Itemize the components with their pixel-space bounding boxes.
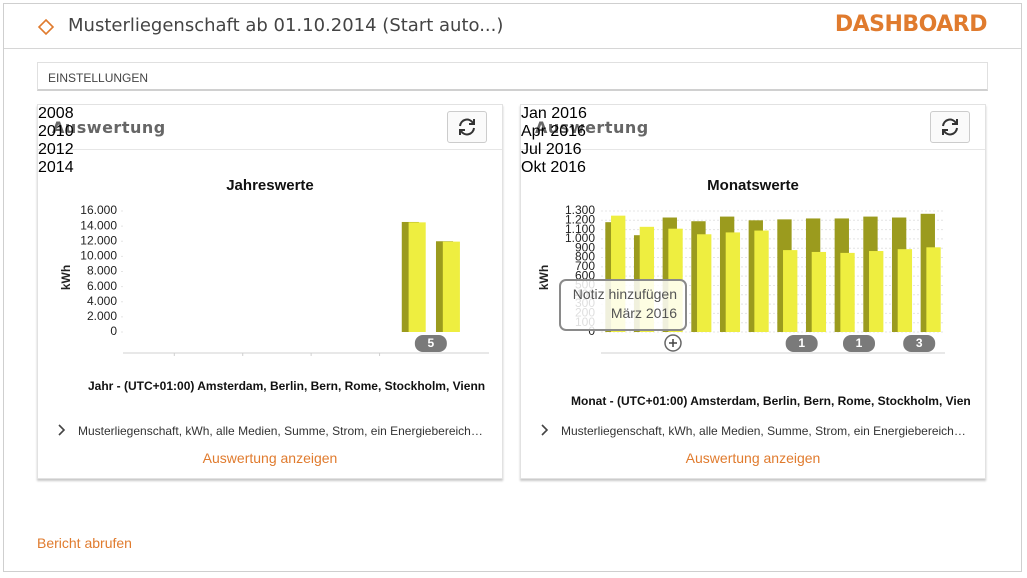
bar	[869, 251, 884, 332]
widget-title: Auswertung	[52, 118, 166, 137]
bar	[725, 232, 741, 332]
y-axis-title: kWh	[59, 265, 73, 290]
x-tick-label: Okt 2016	[521, 159, 586, 176]
header: Musterliegenschaft ab 01.10.2014 (Start …	[4, 4, 1021, 49]
show-link[interactable]: Auswertung anzeigen	[202, 450, 338, 466]
y-tick-label: 0	[588, 324, 595, 338]
widget: Auswertung kWh 0 2.000 4.000 6.000 8.000 10.00…	[37, 104, 503, 479]
tooltip-title: Notiz hinzufügen	[572, 286, 677, 302]
y-tick-label: 10.000	[80, 249, 117, 263]
bar	[783, 250, 798, 332]
diamond-icon	[37, 18, 55, 36]
widget-description: Musterliegenschaft, kWh, alle Medien, Su…	[78, 424, 483, 438]
note-badge-label: 1	[798, 336, 805, 350]
x-tick-label: Apr 2016	[521, 123, 586, 140]
y-tick-label: 700	[575, 259, 595, 273]
x-tick-label: 2010	[38, 123, 74, 140]
refresh-button[interactable]	[447, 111, 487, 143]
y-tick-label: 1.300	[565, 203, 595, 217]
x-tick-label: 2008	[38, 105, 74, 122]
bar	[697, 234, 712, 332]
y-tick-label: 1.100	[565, 222, 595, 236]
widget-title: Auswertung	[535, 118, 649, 137]
bar	[408, 222, 426, 332]
widget-header	[38, 105, 502, 150]
chart: kWh01002003004005006007008009001.0001.10…	[521, 105, 985, 415]
note-badge	[785, 335, 818, 352]
y-tick-label: 16.000	[80, 203, 117, 217]
note-badge-label: 1	[856, 336, 863, 350]
dashboard-label: DASHBOARD	[834, 12, 988, 37]
widget: Auswertung kWh01002003004005006007008009…	[520, 104, 986, 479]
show-link[interactable]: Auswertung anzeigen	[685, 450, 821, 466]
chevron-icon	[541, 424, 549, 436]
y-tick-label: 800	[575, 250, 595, 264]
bar	[926, 247, 941, 332]
x-tick-label: Jul 2016	[521, 141, 582, 158]
settings-bar[interactable]: EINSTELLUNGEN	[37, 62, 988, 91]
y-tick-label: 1.000	[565, 231, 595, 245]
x-tick-label: Jan 2016	[521, 105, 587, 122]
tooltip-date: März 2016	[610, 305, 677, 321]
y-tick-label: 12.000	[80, 233, 117, 247]
x-tick-label: 2014	[38, 159, 74, 176]
x-tick-label: 2012	[38, 141, 74, 158]
bar	[897, 249, 913, 332]
x-axis-title: Jahr - (UTC+01:00) Amsterdam, Berlin, Be…	[88, 379, 486, 393]
header-title: Musterliegenschaft ab 01.10.2014 (Start …	[68, 15, 504, 36]
chart-title: Jahreswerte	[226, 177, 314, 194]
bar	[754, 230, 769, 332]
y-axis-title: kWh	[537, 265, 551, 290]
bar	[840, 252, 855, 332]
refresh-button[interactable]	[930, 111, 970, 143]
y-tick-label: 900	[575, 240, 595, 254]
y-tick-label: 600	[575, 268, 595, 282]
y-tick-label: 1.200	[565, 212, 595, 226]
note-badge-label: 5	[428, 336, 435, 350]
y-tick-label: 0	[110, 324, 117, 338]
bar	[811, 251, 827, 332]
tooltip: Notiz hinzufügen März 2016	[559, 279, 687, 331]
chart-title: Monatswerte	[707, 177, 799, 194]
y-tick-label: 14.000	[80, 218, 117, 232]
bar	[442, 241, 460, 332]
widget-description: Musterliegenschaft, kWh, alle Medien, Su…	[561, 424, 966, 438]
y-tick-label: 8.000	[87, 264, 117, 278]
chart: kWh 0 2.000 4.000 6.000 8.000 10.000 12.000 14.0…	[38, 105, 502, 415]
chevron-icon	[58, 424, 66, 436]
y-tick-label: 4.000	[87, 294, 117, 308]
chart-svg: kWh01002003004005006007008009001.0001.10…	[537, 203, 945, 354]
refresh-icon	[459, 118, 475, 136]
note-badge	[903, 335, 936, 352]
refresh-icon	[942, 118, 958, 136]
y-tick-label: 6.000	[87, 279, 117, 293]
x-axis-title: Monat - (UTC+01:00) Amsterdam, Berlin, B…	[571, 394, 971, 408]
note-badge-label: 3	[916, 336, 923, 350]
y-tick-label: 2.000	[87, 309, 117, 323]
add-note-icon[interactable]	[663, 333, 683, 353]
note-badge	[414, 335, 447, 352]
page-frame: Musterliegenschaft ab 01.10.2014 (Start …	[3, 3, 1022, 572]
report-link[interactable]: Bericht abrufen	[37, 535, 132, 551]
note-badge	[843, 335, 875, 352]
widget-header	[521, 105, 985, 150]
